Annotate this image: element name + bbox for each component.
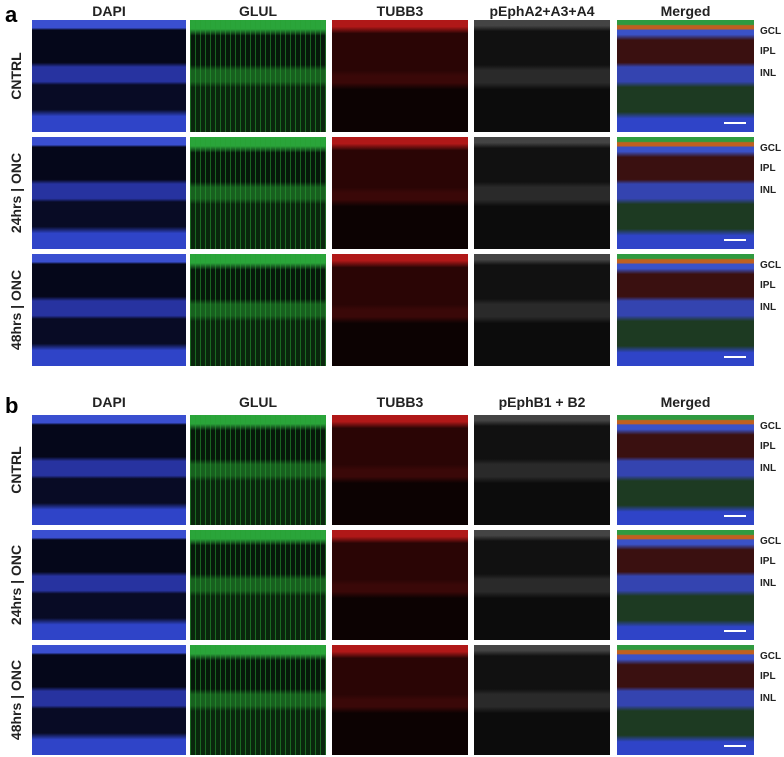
- row-label: CNTRL: [8, 446, 24, 494]
- layer-label: INL: [760, 302, 777, 313]
- layer-label: IPL: [760, 280, 776, 291]
- row-label: 24hrs | ONC: [8, 544, 24, 626]
- layer-label: IPL: [760, 556, 776, 567]
- layer-label: IPL: [760, 163, 776, 174]
- row-label: 24hrs | ONC: [8, 152, 24, 234]
- micrograph: [32, 137, 186, 249]
- row-label: 48hrs | ONC: [8, 269, 24, 351]
- micrograph: [190, 137, 326, 249]
- layer-label: GCL: [760, 260, 782, 271]
- column-header: pEphB1 + B2: [498, 394, 586, 410]
- micrograph: [474, 415, 610, 525]
- column-header: GLUL: [238, 3, 278, 19]
- layer-label: GCL: [760, 143, 782, 154]
- micrograph: [190, 530, 326, 640]
- micrograph: [32, 20, 186, 132]
- panel-label: a: [5, 2, 18, 27]
- micrograph: [332, 254, 468, 366]
- column-header: Merged: [660, 3, 711, 19]
- scale-bar: [724, 745, 746, 747]
- column-header: pEphA2+A3+A4: [489, 3, 595, 19]
- micrograph: [190, 20, 326, 132]
- row-label: 48hrs | ONC: [8, 659, 24, 741]
- layer-label: INL: [760, 68, 777, 79]
- column-header: DAPI: [92, 3, 126, 19]
- layer-label: GCL: [760, 536, 782, 547]
- layer-label: IPL: [760, 441, 776, 452]
- micrograph: [332, 20, 468, 132]
- scale-bar: [724, 356, 746, 358]
- panel-label: b: [5, 393, 19, 418]
- micrograph: [32, 415, 186, 525]
- layer-label: INL: [760, 185, 777, 196]
- micrograph: [332, 530, 468, 640]
- micrograph: [32, 530, 186, 640]
- micrograph: [474, 530, 610, 640]
- column-header: TUBB3: [376, 394, 424, 410]
- scale-bar: [724, 239, 746, 241]
- micrograph: [474, 254, 610, 366]
- row-label: CNTRL: [8, 52, 24, 100]
- column-header: Merged: [660, 394, 711, 410]
- micrograph: [617, 20, 754, 132]
- micrograph: [332, 137, 468, 249]
- layer-label: INL: [760, 693, 777, 704]
- micrograph: [190, 645, 326, 755]
- micrograph: [617, 530, 754, 640]
- layer-label: IPL: [760, 671, 776, 682]
- micrograph: [332, 645, 468, 755]
- micrograph: [617, 254, 754, 366]
- micrograph: [617, 137, 754, 249]
- micrograph: [190, 415, 326, 525]
- layer-label: INL: [760, 578, 777, 589]
- scale-bar: [724, 630, 746, 632]
- micrograph: [332, 415, 468, 525]
- micrograph: [617, 645, 754, 755]
- micrograph: [32, 254, 186, 366]
- micrograph: [474, 137, 610, 249]
- layer-label: GCL: [760, 421, 782, 432]
- scale-bar: [724, 122, 746, 124]
- micrograph: [32, 645, 186, 755]
- layer-label: GCL: [760, 651, 782, 662]
- layer-label: INL: [760, 463, 777, 474]
- column-header: DAPI: [92, 394, 126, 410]
- micrograph: [474, 645, 610, 755]
- micrograph: [474, 20, 610, 132]
- layer-label: GCL: [760, 26, 782, 37]
- layer-label: IPL: [760, 46, 776, 57]
- column-header: TUBB3: [376, 3, 424, 19]
- micrograph: [617, 415, 754, 525]
- micrograph: [190, 254, 326, 366]
- column-header: GLUL: [238, 394, 278, 410]
- scale-bar: [724, 515, 746, 517]
